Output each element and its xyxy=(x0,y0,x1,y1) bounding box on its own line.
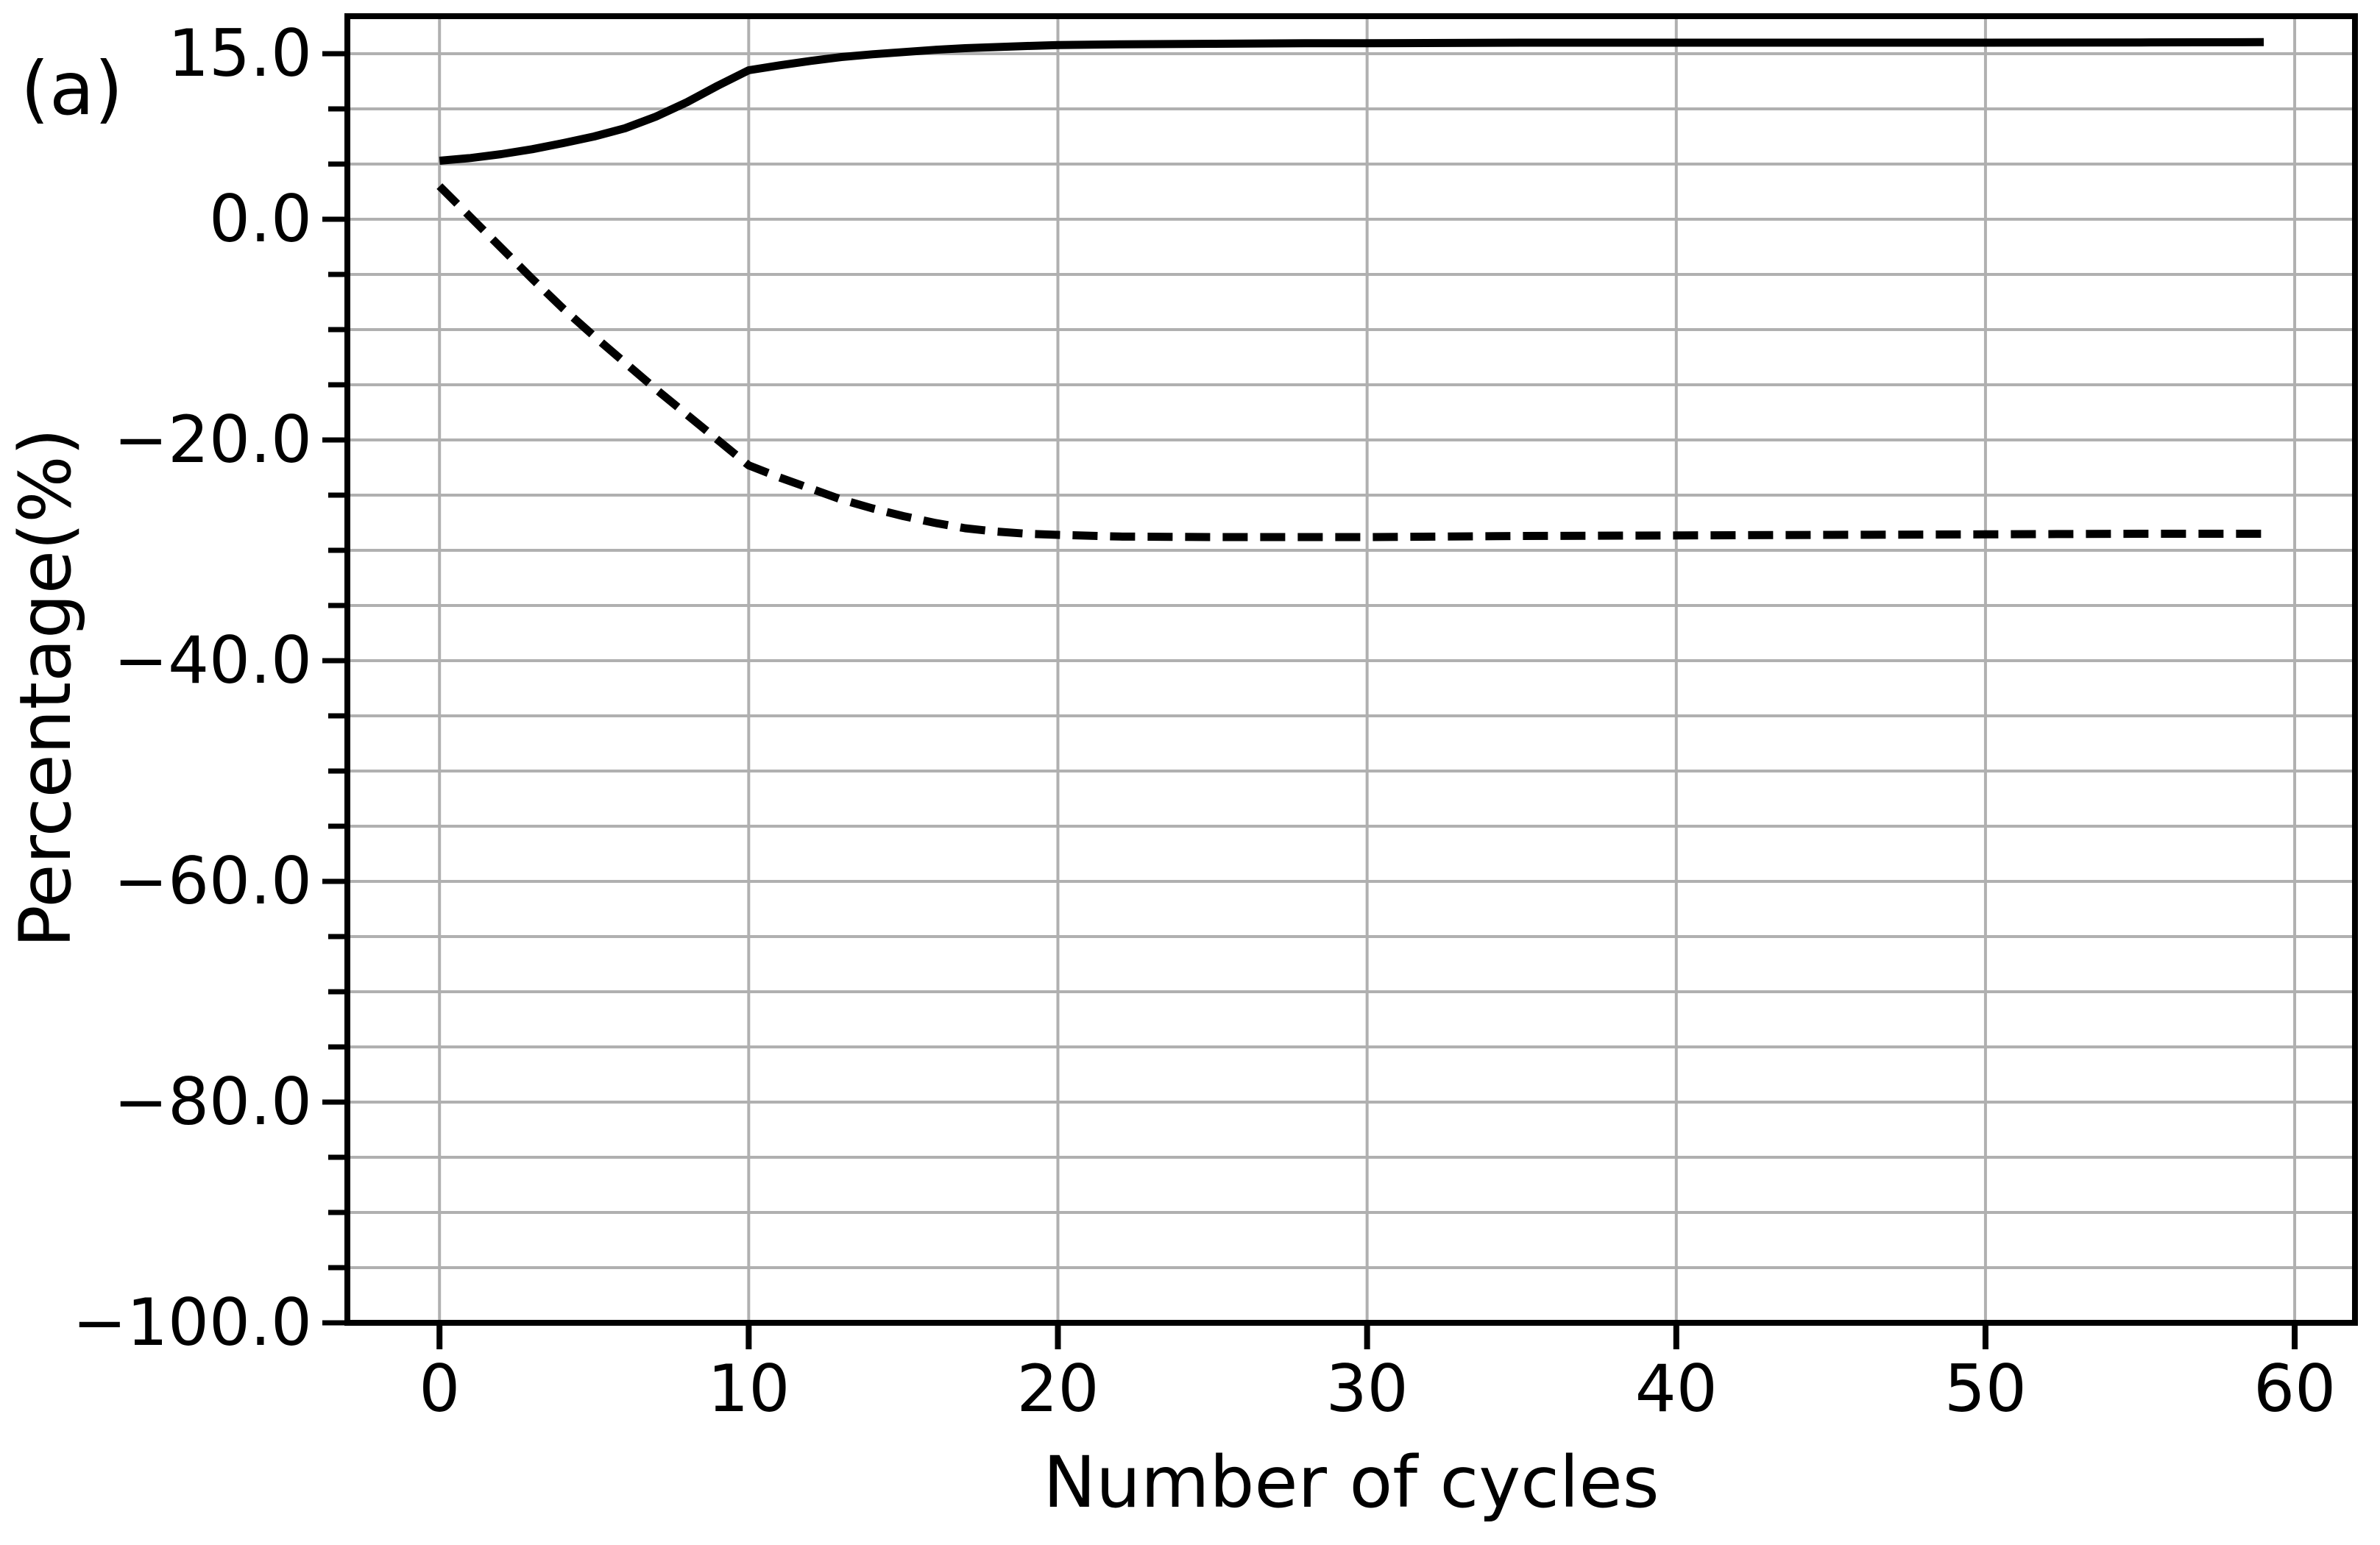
x-axis-label: Number of cycles xyxy=(1043,1441,1659,1524)
grid xyxy=(347,16,2355,1323)
x-tick-label: 20 xyxy=(1017,1351,1099,1427)
y-tick-label: −20.0 xyxy=(113,402,312,477)
x-tick-label: 40 xyxy=(1635,1351,1718,1427)
data-series xyxy=(436,38,2264,541)
y-tick-label: 15.0 xyxy=(168,15,312,91)
x-tick-label: 0 xyxy=(419,1351,460,1427)
axis-tick-labels: 15.0 0.0 −20.0 −40.0 −60.0 −80.0 −100.0 0 10 20 30… xyxy=(72,15,2336,1427)
x-tick-label: 10 xyxy=(707,1351,790,1427)
axis-ticks xyxy=(322,51,2298,1349)
plot-frame xyxy=(344,13,2358,1326)
x-tick-label: 50 xyxy=(1944,1351,2027,1427)
plot-area-border xyxy=(344,13,2358,1326)
y-tick-label: −40.0 xyxy=(113,622,312,698)
y-axis-label: Percentage(%) xyxy=(4,428,87,948)
series-dashed xyxy=(436,183,2264,541)
x-tick-label: 60 xyxy=(2253,1351,2336,1427)
y-tick-label: −100.0 xyxy=(72,1285,312,1360)
panel-label: (a) xyxy=(21,46,123,132)
y-tick-label: −60.0 xyxy=(113,843,312,919)
y-tick-label: −80.0 xyxy=(113,1064,312,1140)
x-tick-label: 30 xyxy=(1326,1351,1409,1427)
y-tick-label: 0.0 xyxy=(209,181,312,257)
series-solid xyxy=(439,38,2264,165)
